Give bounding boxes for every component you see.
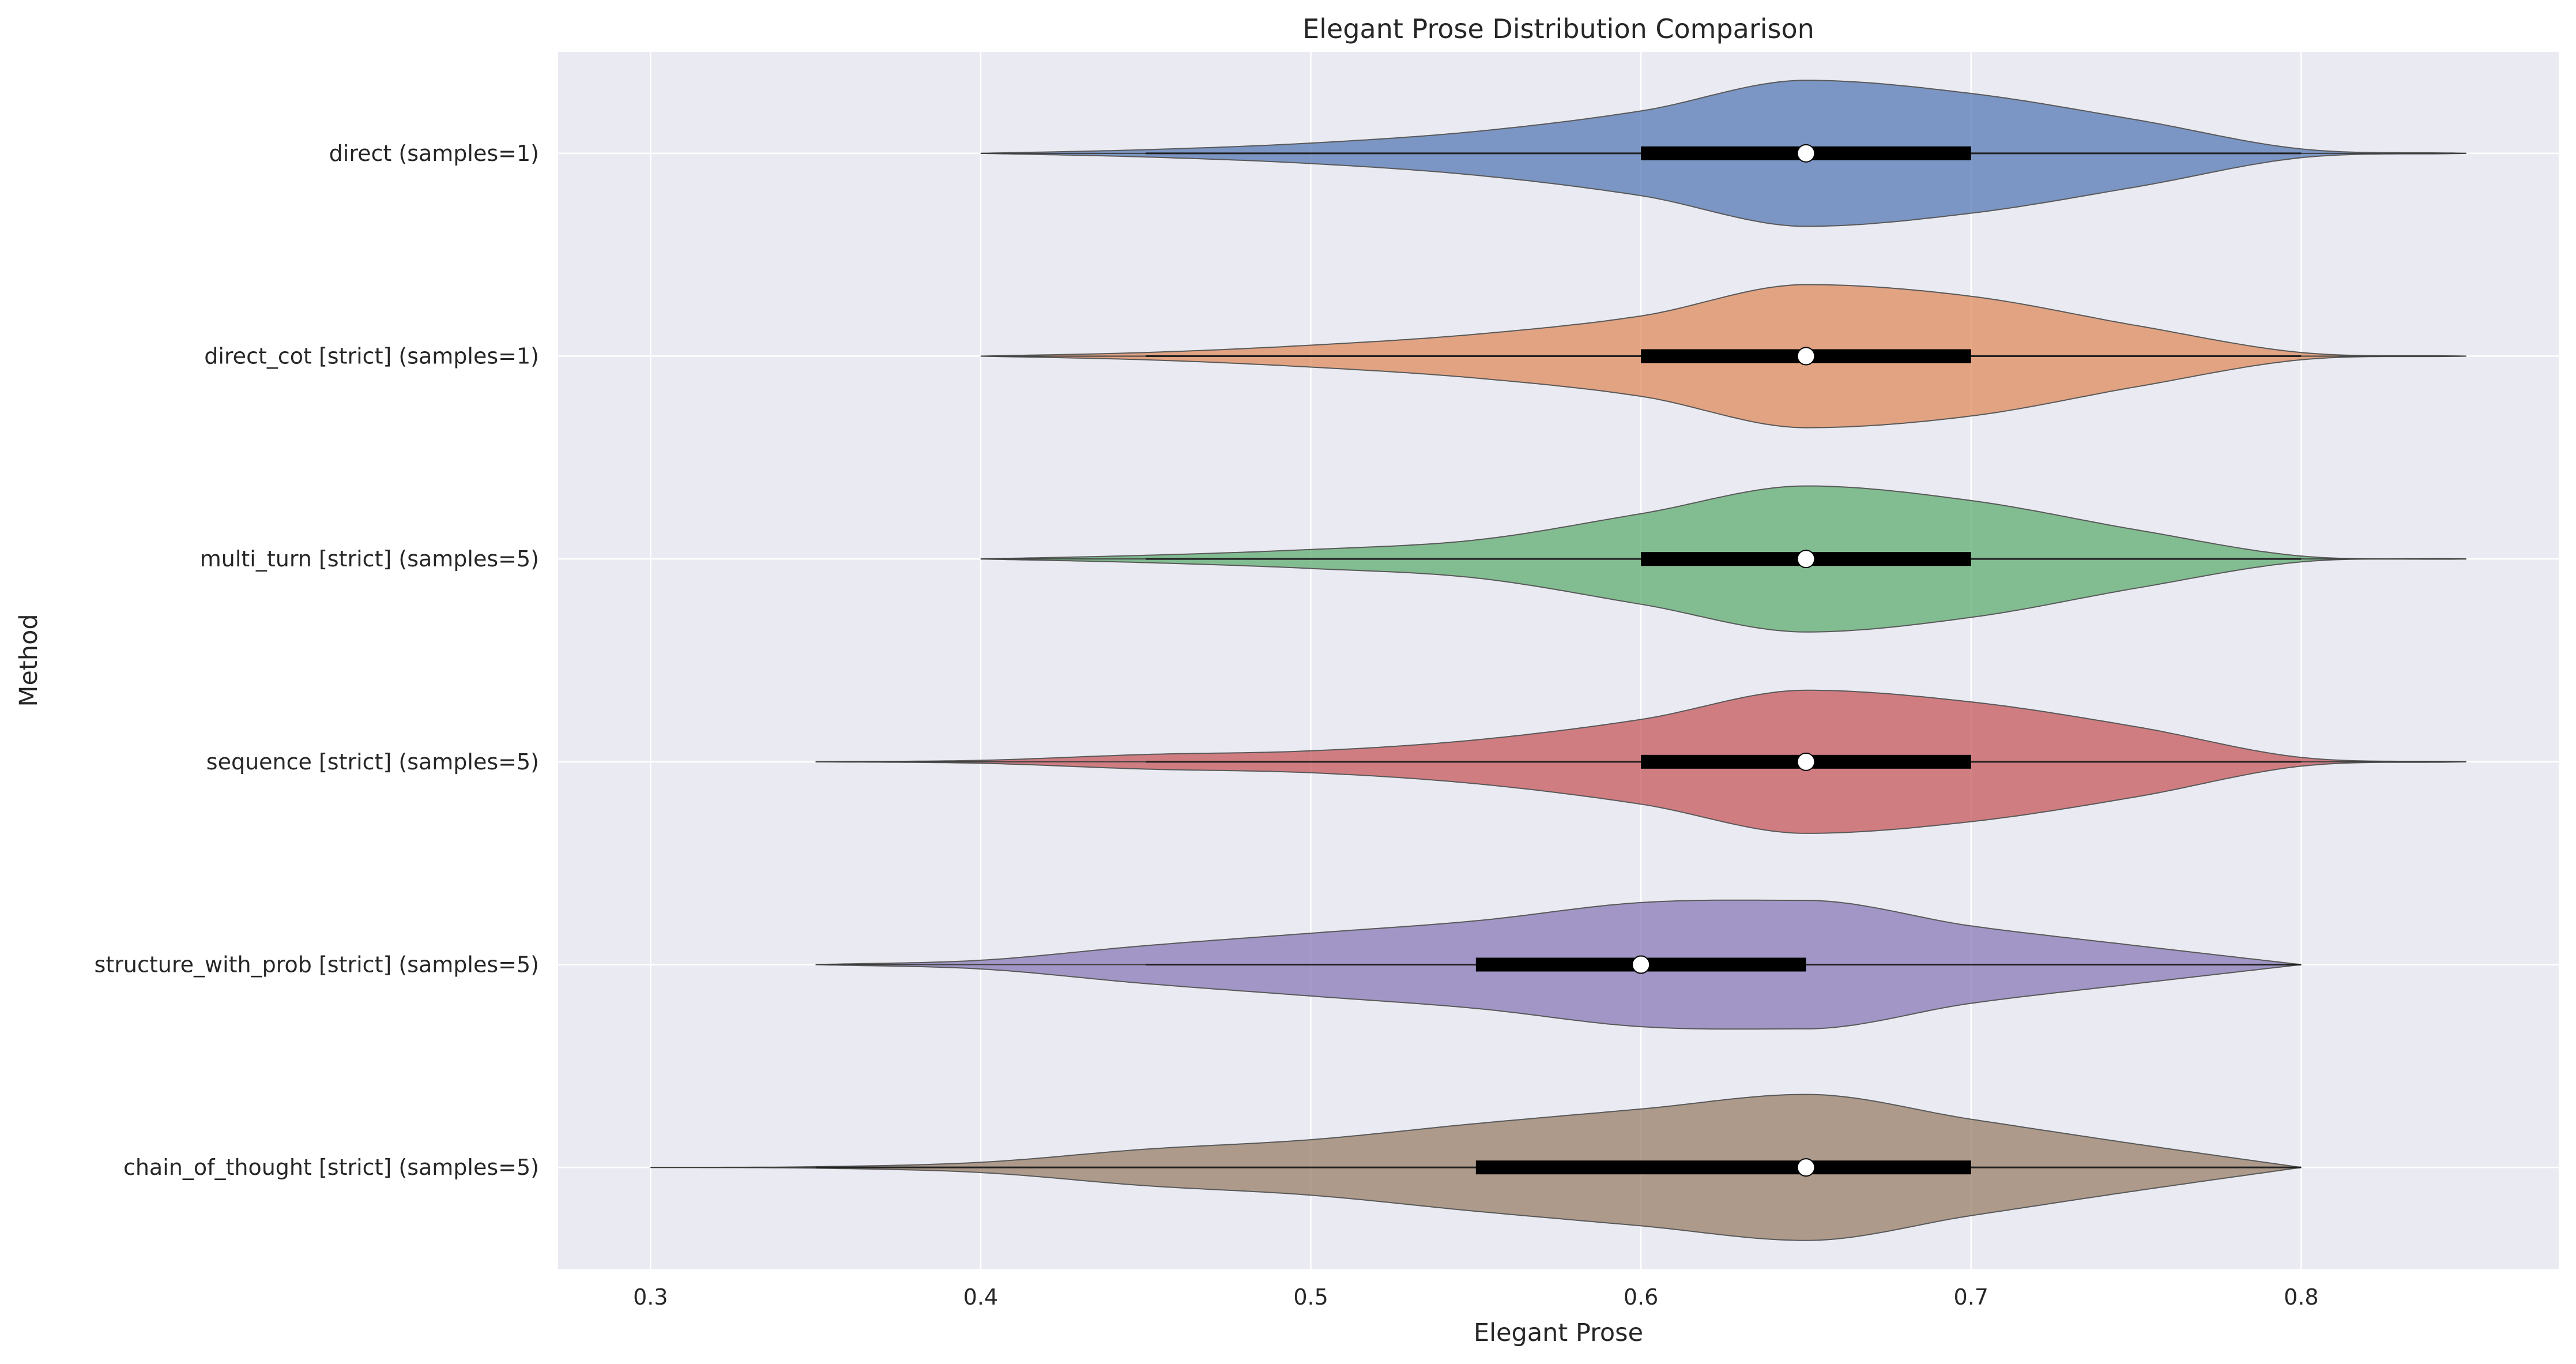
- violin-group: [980, 485, 2466, 633]
- median-marker: [1797, 347, 1816, 366]
- x-tick-label: 0.7: [1954, 1284, 1989, 1310]
- chart-title: Elegant Prose Distribution Comparison: [1302, 13, 1814, 44]
- x-tick-label: 0.6: [1624, 1284, 1658, 1310]
- violin-group: [650, 1094, 2302, 1241]
- category-labels: direct (samples=1) direct_cot [strict] (s…: [95, 141, 539, 1180]
- median-marker: [1632, 955, 1651, 974]
- median-marker: [1797, 752, 1816, 771]
- category-label: direct_cot [strict] (samples=1): [204, 344, 539, 369]
- category-label: direct (samples=1): [329, 141, 539, 166]
- x-tick-label: 0.8: [2284, 1284, 2318, 1310]
- x-tick-labels: 0.3 0.4 0.5 0.6 0.7 0.8: [633, 1284, 2318, 1310]
- category-label: chain_of_thought [strict] (samples=5): [123, 1155, 539, 1180]
- median-marker: [1797, 1158, 1816, 1177]
- x-axis-label: Elegant Prose: [1474, 1318, 1643, 1347]
- violin-group: [815, 899, 2302, 1030]
- violin-group: [980, 284, 2466, 429]
- plot-background: [558, 52, 2559, 1269]
- iqr-box: [1475, 1160, 1971, 1175]
- x-tick-label: 0.3: [633, 1284, 668, 1310]
- x-tick-label: 0.5: [1293, 1284, 1328, 1310]
- y-axis-label: Method: [14, 614, 43, 707]
- category-label: structure_with_prob [strict] (samples=5): [95, 952, 539, 978]
- category-label: multi_turn [strict] (samples=5): [200, 546, 539, 572]
- median-marker: [1797, 144, 1816, 163]
- category-label: sequence [strict] (samples=5): [206, 749, 539, 775]
- violin-group: [815, 689, 2466, 834]
- violin-group: [980, 80, 2466, 227]
- median-marker: [1797, 550, 1816, 569]
- violins: [650, 80, 2466, 1241]
- x-tick-label: 0.4: [963, 1284, 998, 1310]
